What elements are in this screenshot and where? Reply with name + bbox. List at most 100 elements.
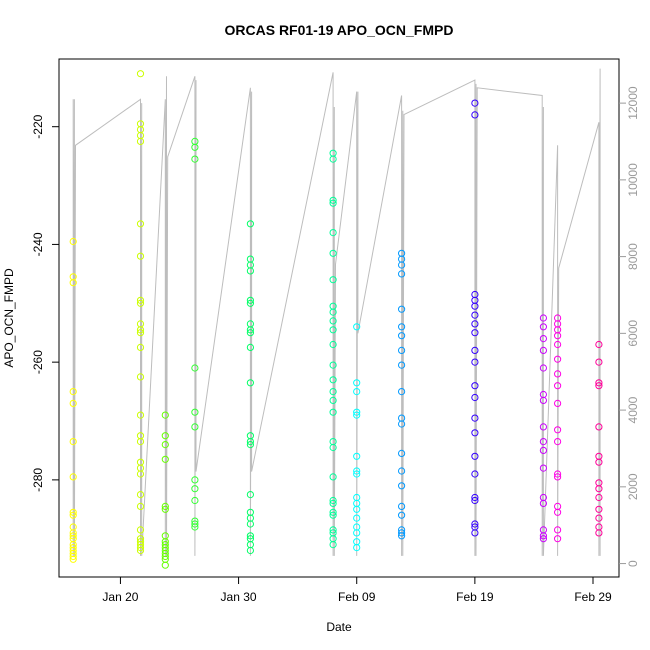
series-7 [353,323,361,552]
data-point [69,552,77,561]
data-point [595,382,603,390]
data-point [161,441,169,449]
y-tick-label: -260 [31,350,45,374]
altitude-trace-layer [72,68,601,556]
series-5 [246,220,254,555]
data-point [136,470,145,478]
data-point [398,532,406,540]
data-point [136,491,145,499]
data-point [136,343,145,351]
data-point [161,561,169,569]
y2-tick-label: 10000 [626,163,640,197]
data-point [595,493,603,502]
data-point [161,455,169,463]
axes-layer: Jan 20 Jan 30 Feb 09 Feb 19 Feb 29 -220 -240 -2… [31,86,640,604]
data-point [595,485,603,493]
series-10 [539,314,548,543]
data-point [595,458,603,466]
data-point [398,332,406,340]
data-point [539,535,548,543]
data-point [595,340,603,349]
y-tick-label: -220 [31,114,45,138]
data-point [136,296,145,304]
data-point [191,520,199,528]
x-tick-label: Feb 09 [338,590,376,604]
data-point [539,314,548,322]
x-tick-label: Feb 29 [574,590,612,604]
data-point [471,496,479,505]
data-point [539,396,548,404]
data-point [554,382,562,390]
data-point [329,499,337,507]
data-point [554,508,562,516]
data-point [329,443,337,452]
data-point [246,520,254,528]
data-point [246,299,254,307]
data-point [471,393,479,402]
data-point [398,420,406,428]
data-point [398,511,406,519]
data-point [329,473,337,481]
data-point [329,317,337,325]
data-point [69,279,77,287]
data-point [246,343,254,351]
data-point [398,361,406,369]
x-axis-label: Date [326,620,352,634]
data-point [539,499,548,507]
data-point [329,308,337,316]
scatter-points-layer [69,70,603,569]
data-point [136,299,145,307]
data-point [595,379,603,387]
data-point [471,520,479,528]
data-point [161,505,169,513]
data-point [471,529,479,537]
data-point [595,529,603,537]
data-point [246,326,254,334]
series-4 [191,137,199,531]
data-point [554,399,562,407]
data-point [471,311,479,319]
data-point [471,346,479,354]
series-8 [398,249,406,540]
data-point [554,526,562,534]
y-tick-label: -240 [31,232,45,256]
y-tick-label: -280 [31,468,45,492]
data-point [539,464,548,472]
data-point [136,373,145,381]
data-point [471,320,479,328]
data-point [329,376,337,384]
data-point [554,438,562,446]
data-point [246,438,254,446]
data-point [136,326,145,334]
data-point [329,196,337,204]
data-point [191,364,199,372]
data-point [136,252,145,260]
data-point [246,329,254,337]
data-point [471,493,479,502]
data-point [554,370,562,378]
data-point [136,70,145,78]
data-point [246,267,254,275]
series-2 [136,70,145,555]
data-point [69,544,77,552]
series-6 [329,149,337,549]
data-point [329,496,337,505]
data-point [136,411,145,419]
data-point [398,482,406,490]
data-point [161,432,169,440]
data-point [329,326,337,334]
data-point [161,549,169,558]
data-point [353,388,361,396]
data-point [595,423,603,431]
data-point [329,249,337,257]
data-point [246,441,254,449]
y2-tick-label: 6000 [626,320,640,347]
data-point [398,529,406,537]
data-point [246,296,254,304]
data-point [353,379,361,387]
data-point [539,364,548,372]
data-point [246,379,254,387]
data-point [539,323,548,331]
data-point [353,408,361,416]
data-point [554,426,562,434]
